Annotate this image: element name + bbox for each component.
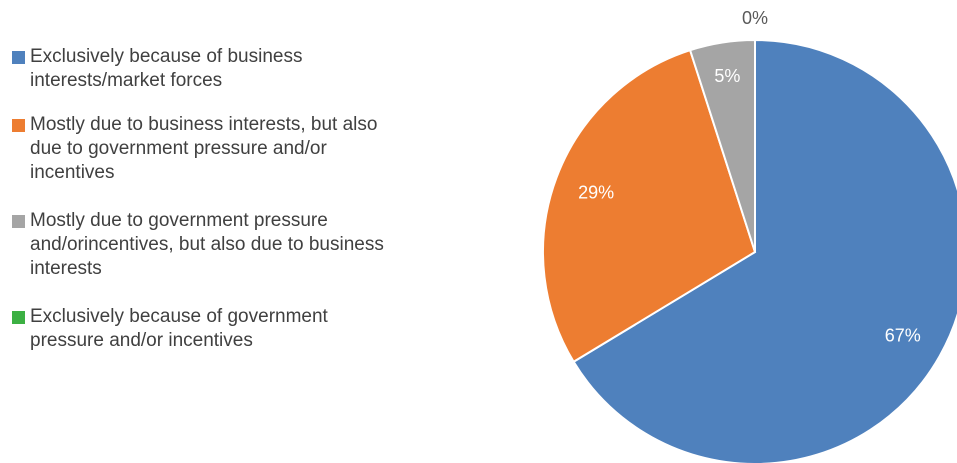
legend-swatch-orange: [12, 119, 25, 132]
chart-legend: Exclusively because of business interest…: [10, 45, 390, 377]
pie-slice-exclusively-business: [572, 38, 957, 463]
legend-swatch-green: [12, 311, 25, 324]
legend-swatch-gray: [12, 215, 25, 228]
legend-label: Mostly due to government pressure and/or…: [30, 210, 384, 279]
pie-slice-mostly-business: [542, 48, 757, 364]
pie-slices: [542, 38, 957, 463]
legend-item-mostly-government: Mostly due to government pressure and/or…: [10, 209, 390, 281]
legend-label: Mostly due to business interests, but al…: [30, 114, 378, 183]
slice-label-mostly-government: 5%: [714, 66, 740, 86]
slice-label-exclusively-business: 67%: [885, 325, 921, 345]
legend-item-exclusively-government: Exclusively because of government pressu…: [10, 305, 390, 377]
legend-label: Exclusively because of business interest…: [30, 46, 303, 91]
legend-swatch-blue: [12, 51, 25, 64]
slice-label-exclusively-government: 0%: [742, 8, 768, 28]
pie-labels: 67% 29% 5% 0%: [578, 8, 921, 345]
pie-slice-mostly-government: [688, 38, 756, 253]
legend-item-mostly-business: Mostly due to business interests, but al…: [10, 113, 390, 185]
legend-label: Exclusively because of government pressu…: [30, 306, 328, 351]
slice-label-mostly-business: 29%: [578, 183, 614, 203]
legend-item-exclusively-business: Exclusively because of business interest…: [10, 45, 390, 93]
